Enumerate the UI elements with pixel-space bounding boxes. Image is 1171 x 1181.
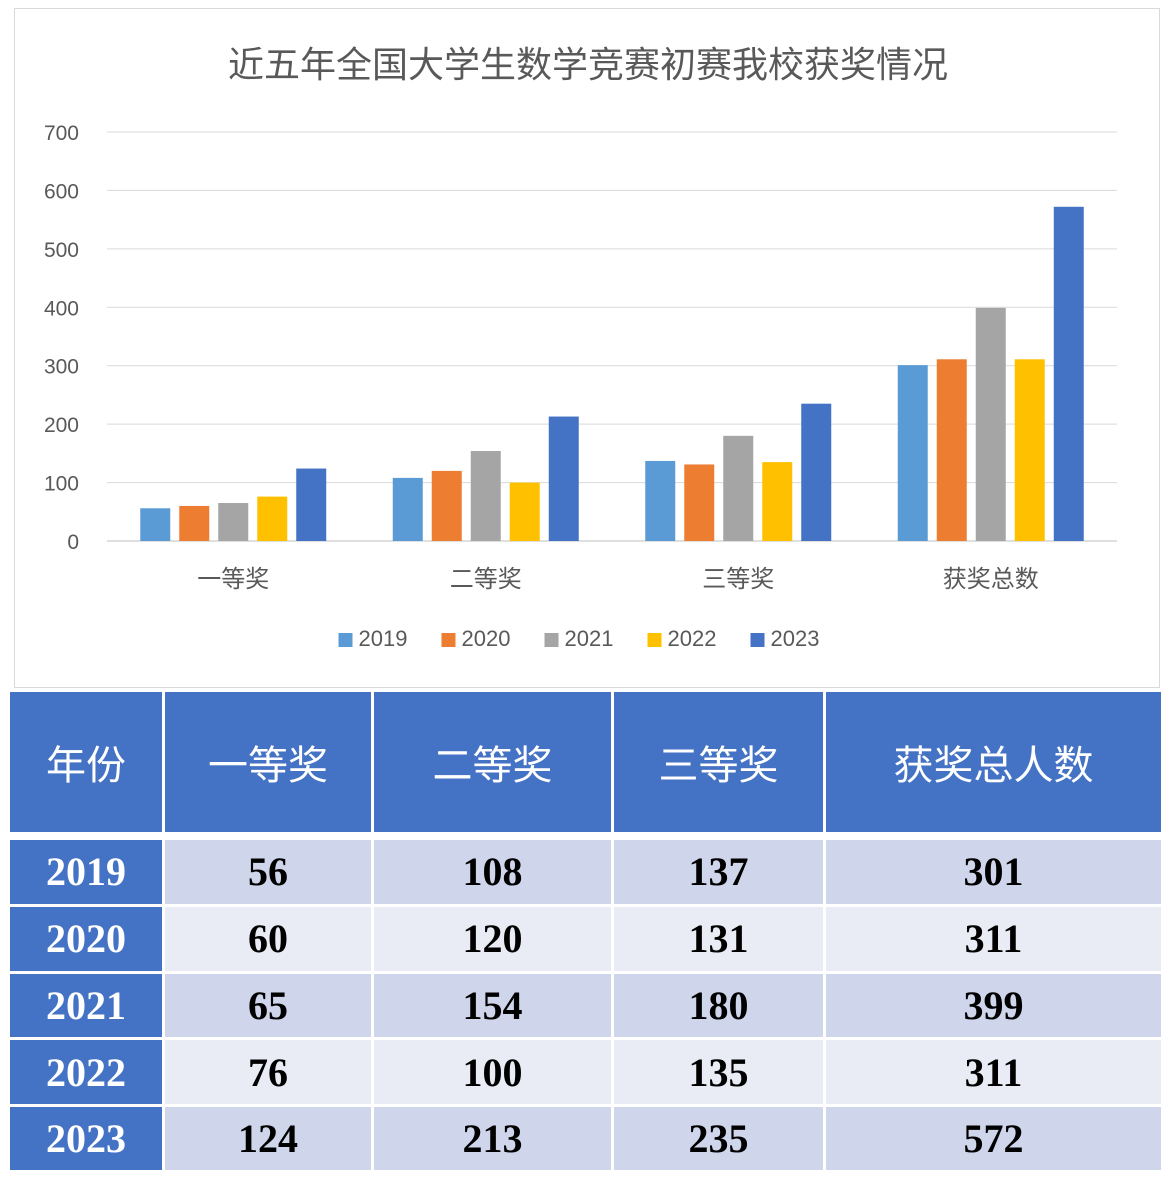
cell-value: 56 <box>165 840 374 907</box>
table-row: 2021 65 154 180 399 <box>10 973 1161 1041</box>
bar-2023 <box>801 403 832 541</box>
cell-value: 572 <box>826 1107 1161 1170</box>
cell-value: 311 <box>826 1040 1161 1108</box>
cell-value: 235 <box>614 1107 826 1170</box>
cell-value: 100 <box>374 1040 614 1108</box>
chart-container: 近五年全国大学生数学竞赛初赛我校获奖情况 0 100 200 300 400 500 600 7… <box>14 8 1160 688</box>
cell-value: 108 <box>374 840 614 907</box>
y-tick-label: 300 <box>44 356 79 379</box>
cell-value: 180 <box>614 973 826 1041</box>
cell-value: 124 <box>165 1107 374 1170</box>
header-year: 年份 <box>10 692 165 840</box>
cell-value: 301 <box>826 840 1161 907</box>
legend-swatch-2021 <box>544 633 559 647</box>
header-second-prize: 二等奖 <box>374 692 614 840</box>
cell-value: 76 <box>165 1040 374 1108</box>
bar-2023 <box>296 468 327 541</box>
table-row: 2023 124 213 235 572 <box>10 1107 1161 1170</box>
legend-swatch-2023 <box>750 633 765 647</box>
cell-value: 154 <box>374 973 614 1041</box>
cell-year: 2023 <box>10 1107 165 1170</box>
cell-value: 65 <box>165 973 374 1041</box>
y-tick-label: 700 <box>44 122 79 145</box>
table-row: 2020 60 120 131 311 <box>10 906 1161 974</box>
table-row: 2022 76 100 135 311 <box>10 1040 1161 1108</box>
bar-2019 <box>645 460 676 541</box>
bar-2023 <box>548 416 579 541</box>
y-tick-label: 100 <box>44 473 79 496</box>
cell-year: 2020 <box>10 906 165 974</box>
cell-value: 120 <box>374 906 614 974</box>
legend-label: 2023 <box>771 626 820 651</box>
legend-swatch-2022 <box>647 633 662 647</box>
table-header-row: 年份 一等奖 二等奖 三等奖 获奖总人数 <box>10 692 1161 840</box>
cell-year: 2019 <box>10 840 165 907</box>
bar-2020 <box>936 359 967 541</box>
x-category-label: 获奖总数 <box>943 565 1039 593</box>
y-tick-label: 400 <box>44 297 79 320</box>
bar-2022 <box>1014 359 1045 541</box>
bar-2019 <box>392 477 423 541</box>
cell-value: 399 <box>826 973 1161 1041</box>
x-category-label: 一等奖 <box>197 565 269 593</box>
legend-label: 2022 <box>668 626 717 651</box>
cell-value: 131 <box>614 906 826 974</box>
cell-year: 2022 <box>10 1040 165 1108</box>
header-third-prize: 三等奖 <box>614 692 826 840</box>
y-tick-label: 600 <box>44 180 79 203</box>
cell-year: 2021 <box>10 973 165 1041</box>
award-table: 年份 一等奖 二等奖 三等奖 获奖总人数 2019 56 108 137 301… <box>10 692 1161 1170</box>
bar-2020 <box>179 505 210 541</box>
bar-2021 <box>218 503 249 541</box>
bar-2020 <box>684 464 715 541</box>
bar-2022 <box>762 462 793 541</box>
cell-value: 60 <box>165 906 374 974</box>
x-category-label: 三等奖 <box>702 565 774 593</box>
bar-2019 <box>897 365 928 541</box>
bar-2021 <box>470 451 501 541</box>
table-row: 2019 56 108 137 301 <box>10 840 1161 907</box>
y-tick-label: 500 <box>44 239 79 262</box>
bar-2023 <box>1053 206 1084 541</box>
legend-label: 2019 <box>359 626 408 651</box>
y-tick-label: 200 <box>44 414 79 437</box>
bar-2021 <box>723 435 754 541</box>
legend-label: 2020 <box>462 626 511 651</box>
bar-2021 <box>975 307 1006 541</box>
bar-2019 <box>140 508 171 541</box>
bar-2022 <box>257 496 288 541</box>
cell-value: 137 <box>614 840 826 907</box>
chart-title: 近五年全国大学生数学竞赛初赛我校获奖情况 <box>228 45 948 86</box>
legend-swatch-2020 <box>441 633 456 647</box>
cell-value: 311 <box>826 906 1161 974</box>
bar-2022 <box>509 482 540 541</box>
bar-2020 <box>431 470 462 541</box>
legend-swatch-2019 <box>338 633 353 647</box>
y-tick-label: 0 <box>67 531 79 554</box>
bar-chart: 近五年全国大学生数学竞赛初赛我校获奖情况 0 100 200 300 400 500 600 7… <box>44 45 1117 651</box>
cell-value: 135 <box>614 1040 826 1108</box>
legend-label: 2021 <box>565 626 614 651</box>
data-table-container: 年份 一等奖 二等奖 三等奖 获奖总人数 2019 56 108 137 301… <box>10 692 1161 1170</box>
header-total: 获奖总人数 <box>826 692 1161 840</box>
cell-value: 213 <box>374 1107 614 1170</box>
header-first-prize: 一等奖 <box>165 692 374 840</box>
x-category-label: 二等奖 <box>450 565 522 593</box>
